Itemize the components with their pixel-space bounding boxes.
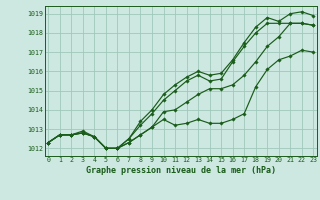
X-axis label: Graphe pression niveau de la mer (hPa): Graphe pression niveau de la mer (hPa) xyxy=(86,166,276,175)
